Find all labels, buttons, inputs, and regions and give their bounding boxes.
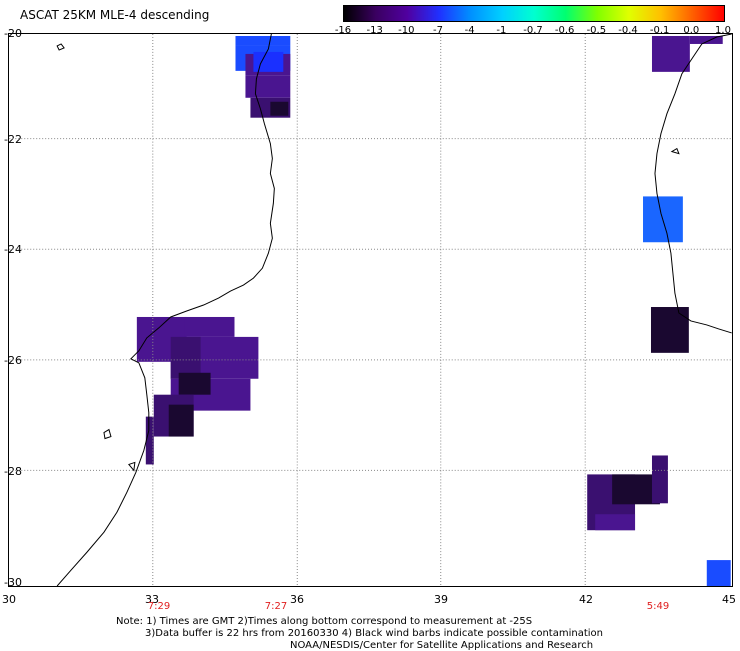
lon-label: 33	[145, 593, 159, 606]
color-scale-tick-label: -10	[398, 25, 415, 36]
color-scale-bar	[343, 5, 725, 22]
swath-cell	[170, 336, 201, 379]
swath-cell	[595, 514, 636, 531]
swath-time-label: 7:29	[147, 601, 171, 612]
swath-cell	[689, 35, 723, 44]
color-scale-tick-label: -4	[464, 25, 475, 36]
color-scale-tick-label: -0.7	[523, 25, 543, 36]
color-scale-tick-label: -0.1	[649, 25, 670, 36]
note-line-2: 3)Data buffer is 22 hrs from 20160330 4)…	[145, 628, 603, 639]
color-scale-tick-label: -0.5	[586, 25, 607, 36]
note-line-3: NOAA/NESDIS/Center for Satellite Applica…	[290, 640, 594, 651]
color-scale-tick-label: -0.4	[618, 25, 638, 36]
wind-swath-cells	[136, 35, 731, 586]
lon-label: 39	[434, 593, 448, 606]
swath-cell	[651, 455, 668, 504]
swath-cell	[270, 101, 289, 116]
swath-cell	[145, 416, 154, 465]
swath-cell	[706, 560, 731, 586]
color-scale-tick-label: 1.0	[715, 25, 731, 36]
lon-label: 42	[579, 593, 593, 606]
lon-label: 30	[2, 593, 16, 606]
map-plot	[8, 33, 733, 587]
swath-time-label: 5:49	[646, 601, 670, 612]
swath-time-label: 7:27	[264, 601, 288, 612]
lon-label: 45	[722, 593, 736, 606]
color-scale-tick-label: -13	[366, 25, 383, 36]
map-title: ASCAT 25KM MLE-4 descending	[20, 8, 210, 22]
color-scale-tick-label: -16	[334, 25, 352, 36]
color-scale-tick-label: -1	[496, 25, 507, 36]
color-scale-tick-label: -0.6	[554, 25, 575, 36]
swath-cell	[651, 35, 690, 72]
graticule	[9, 34, 732, 586]
color-scale-tick-label: 0.0	[683, 25, 700, 36]
swath-cell	[235, 35, 291, 46]
swath-cell	[650, 307, 689, 353]
note-line-1: Note: 1) Times are GMT 2)Times along bot…	[116, 616, 533, 627]
lon-label: 36	[290, 593, 304, 606]
swath-cell	[245, 75, 291, 98]
swath-cell	[178, 372, 211, 395]
coastline	[56, 34, 732, 586]
swath-cell	[184, 316, 235, 337]
swath-cell	[168, 404, 194, 437]
color-scale-tick-label: -7	[433, 25, 443, 36]
swath-cell	[253, 51, 284, 72]
